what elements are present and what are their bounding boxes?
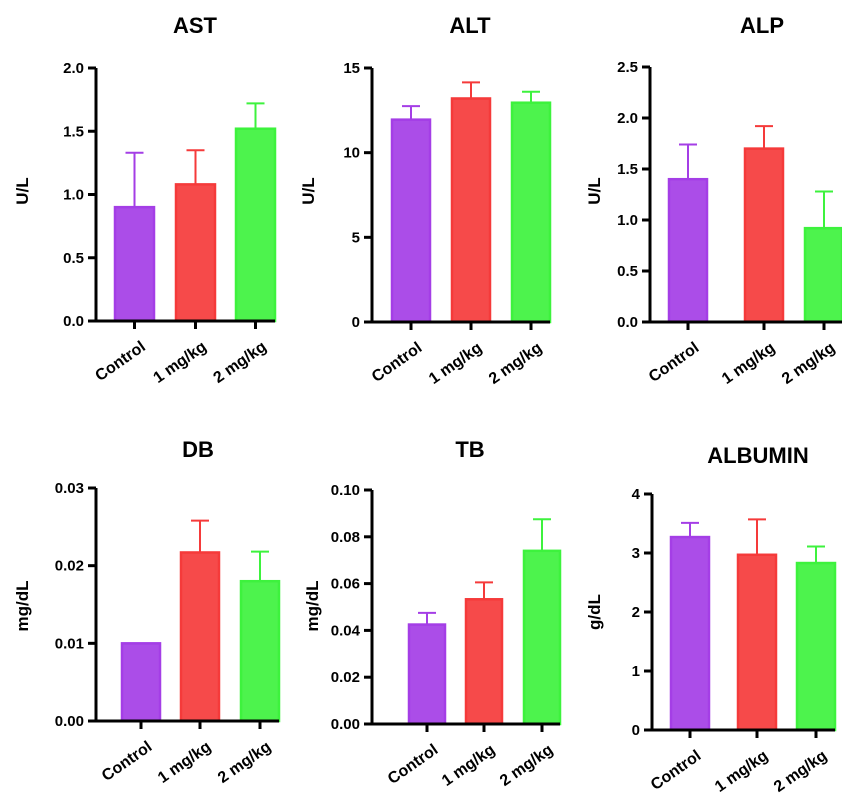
chart-title: ALBUMIN	[707, 443, 808, 468]
bar-1-mg-kg	[464, 598, 504, 726]
y-axis-label: g/dL	[585, 594, 604, 630]
bar-2-mg-kg	[239, 579, 281, 723]
y-tick-label: 0	[352, 314, 360, 331]
chart-panel-ast: AST U/L Control 1 mg/kg 2 mg/kg 0.0 0.5 1.0 1.5 2…	[13, 13, 277, 387]
x-tick-label: Control	[92, 338, 148, 385]
y-tick-label: 10	[343, 145, 360, 162]
bar-control	[113, 205, 156, 323]
x-tick-label: 2 mg/kg	[486, 339, 545, 388]
x-tick-label: 1 mg/kg	[439, 741, 498, 790]
y-tick-label: 0.00	[55, 713, 84, 730]
x-tick-label: Control	[99, 738, 155, 785]
bar-control	[390, 118, 432, 324]
y-tick-label: 3	[632, 545, 640, 562]
y-tick-label: 4	[632, 486, 641, 503]
y-tick-label: 1.5	[617, 161, 638, 178]
y-tick-label: 0.0	[63, 313, 84, 330]
bar-1-mg-kg	[736, 553, 778, 732]
x-tick-label: Control	[385, 741, 441, 788]
y-tick-label: 0.04	[331, 622, 361, 639]
bar-1-mg-kg	[179, 551, 221, 723]
y-axis-label: U/L	[585, 177, 604, 204]
x-tick-label: Control	[646, 339, 702, 386]
bar-2-mg-kg	[510, 101, 552, 324]
y-tick-label: 0.02	[331, 669, 360, 686]
x-tick-label: 2 mg/kg	[211, 338, 270, 387]
bar-2-mg-kg	[795, 561, 837, 732]
y-tick-label: 0.06	[331, 576, 360, 593]
x-tick-label: Control	[369, 339, 425, 386]
x-tick-label: 1 mg/kg	[719, 339, 778, 388]
bar-2-mg-kg	[234, 127, 277, 323]
y-tick-label: 1.5	[63, 123, 84, 140]
chart-panel-albumin: ALBUMIN g/dL Control 1 mg/kg 2 mg/kg 0 1 2 3 4	[585, 443, 837, 796]
bar-control	[669, 535, 711, 732]
chart-panel-alp: ALP U/L Control 1 mg/kg 2 mg/kg 0.0 0.5 1.0 1.5 2…	[585, 13, 842, 388]
x-tick-label: 2 mg/kg	[779, 339, 838, 388]
chart-title: TB	[455, 437, 484, 462]
bar-control	[407, 623, 447, 726]
y-tick-label: 0.00	[331, 716, 360, 733]
x-tick-label: 2 mg/kg	[215, 738, 274, 787]
x-tick-label: 1 mg/kg	[151, 338, 210, 387]
x-tick-label: 1 mg/kg	[155, 738, 214, 787]
chart-title: ALP	[740, 13, 784, 38]
chart-title: DB	[182, 437, 214, 462]
chart-title: AST	[173, 13, 218, 38]
y-tick-label: 0.02	[55, 558, 84, 575]
y-axis-label: mg/dL	[13, 581, 32, 632]
y-axis-label: U/L	[13, 177, 32, 204]
y-tick-label: 0.0	[617, 314, 638, 331]
x-tick-label: 1 mg/kg	[426, 339, 485, 388]
y-tick-label: 2.5	[617, 59, 638, 76]
bar-2-mg-kg	[803, 226, 842, 324]
bar-1-mg-kg	[174, 183, 217, 323]
bar-1-mg-kg	[450, 97, 492, 324]
y-axis-label: mg/dL	[303, 581, 322, 632]
y-tick-label: 0	[632, 722, 640, 739]
y-tick-label: 1.0	[617, 212, 638, 229]
y-tick-label: 2.0	[617, 110, 638, 127]
y-tick-label: 0.03	[55, 480, 84, 497]
x-tick-label: 1 mg/kg	[712, 747, 771, 796]
bar-control	[120, 642, 162, 723]
bar-1-mg-kg	[743, 147, 785, 324]
chart-panel-alt: ALT U/L Control 1 mg/kg 2 mg/kg 0 5 10 15	[299, 13, 552, 388]
x-tick-label: 2 mg/kg	[771, 747, 830, 796]
y-tick-label: 2	[632, 604, 640, 621]
y-tick-label: 0.5	[63, 250, 84, 267]
y-axis-label: U/L	[299, 177, 318, 204]
y-tick-label: 2.0	[63, 60, 84, 77]
y-tick-label: 0.5	[617, 263, 638, 280]
bar-control	[667, 177, 709, 324]
y-tick-label: 0.01	[55, 635, 84, 652]
y-tick-label: 15	[343, 60, 360, 77]
y-tick-label: 0.08	[331, 529, 360, 546]
y-tick-label: 0.10	[331, 482, 360, 499]
chart-title: ALT	[449, 13, 491, 38]
x-tick-label: Control	[648, 747, 704, 794]
bar-2-mg-kg	[522, 549, 562, 726]
x-tick-label: 2 mg/kg	[497, 741, 556, 790]
y-tick-label: 5	[352, 229, 360, 246]
y-tick-label: 1.0	[63, 187, 84, 204]
y-tick-label: 1	[632, 663, 640, 680]
chart-panel-db: DB mg/dL Control 1 mg/kg 2 mg/kg 0.00 0.01 0.02…	[13, 437, 281, 787]
